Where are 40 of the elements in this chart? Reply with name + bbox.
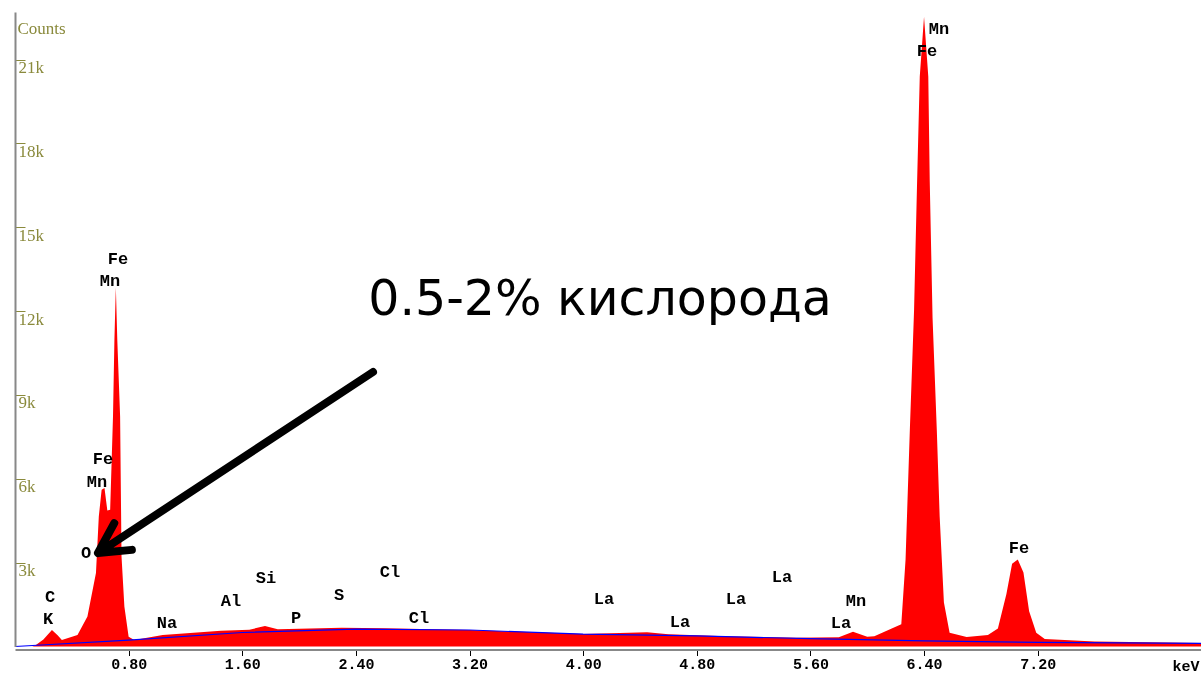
- y-tick-label: 12k: [18, 309, 45, 329]
- annotation: Cl: [379, 563, 401, 582]
- x-tick-label: 0.80: [111, 657, 148, 674]
- annotation: Fe: [1008, 539, 1030, 558]
- y-axis-title: Counts: [17, 18, 66, 38]
- y-tick-label: 21k: [18, 58, 45, 78]
- annotation: Mn: [86, 473, 108, 492]
- annotation: Fe: [107, 250, 129, 269]
- y-tick-label: 3k: [18, 561, 36, 581]
- x-tick-label: 3.20: [452, 657, 489, 674]
- x-axis-title: keV: [1172, 659, 1200, 675]
- x-tick-label: 4.80: [679, 657, 716, 674]
- annotation: La: [593, 590, 615, 609]
- annotation: Mn: [928, 20, 950, 39]
- annotation: Al: [220, 592, 242, 611]
- annotation: La: [771, 568, 793, 587]
- annotation: P: [290, 609, 302, 628]
- annotation: La: [669, 613, 691, 632]
- annotation: Mn: [845, 592, 867, 611]
- annotation: Cl: [408, 609, 430, 628]
- y-tick-label: 18k: [18, 141, 45, 161]
- annotation: C: [44, 588, 56, 607]
- x-tick-label: 5.60: [792, 657, 829, 674]
- annotation: Mn: [99, 272, 121, 291]
- y-tick-label: 15k: [18, 225, 45, 245]
- annotation: Na: [156, 614, 178, 633]
- annotation: O: [80, 544, 92, 563]
- x-tick-label: 2.40: [338, 657, 375, 674]
- x-tick-label: 1.60: [224, 657, 261, 674]
- annotation: Si: [255, 569, 277, 588]
- annotation: La: [725, 590, 747, 609]
- x-tick-label: 7.20: [1020, 657, 1057, 674]
- y-tick-label: 9k: [18, 393, 36, 413]
- x-tick-label: 4.00: [565, 657, 602, 674]
- y-tick-label: 6k: [18, 477, 36, 497]
- annotation: 0.5-2% кислорода: [368, 270, 832, 327]
- annotation: K: [42, 610, 54, 629]
- x-tick-label: 6.40: [906, 657, 943, 674]
- annotation: La: [830, 614, 852, 633]
- annotation: S: [333, 586, 345, 605]
